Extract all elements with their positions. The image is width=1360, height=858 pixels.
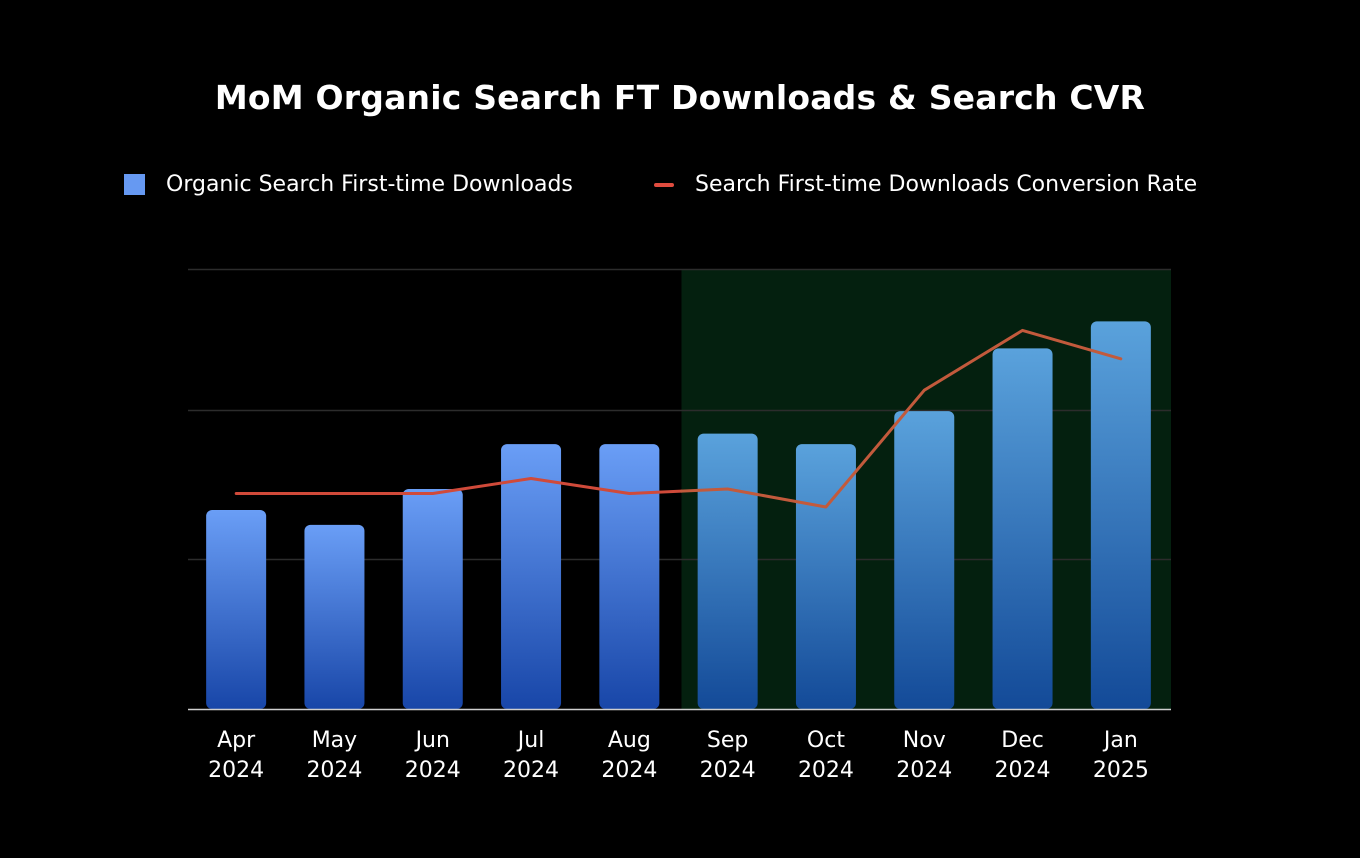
bar-sep-2024 — [697, 433, 758, 709]
bar-jan-2025 — [1090, 321, 1151, 709]
legend-label-downloads: Organic Search First-time Downloads — [166, 172, 573, 197]
x-tick-year-5: 2024 — [700, 758, 756, 783]
chart-title: MoM Organic Search FT Downloads & Search… — [214, 78, 1146, 117]
x-tick-month-1: May — [312, 728, 357, 753]
bar-dec-2024 — [992, 348, 1053, 709]
bar-aug-2024 — [599, 444, 660, 709]
legend-swatch-bar-icon — [124, 174, 145, 195]
x-tick-month-6: Oct — [807, 728, 845, 753]
x-tick-month-2: Jun — [414, 728, 450, 753]
x-tick-year-6: 2024 — [798, 758, 854, 783]
x-tick-month-9: Jan — [1102, 728, 1138, 753]
bar-nov-2024 — [894, 411, 955, 709]
x-tick-year-1: 2024 — [306, 758, 362, 783]
bar-jun-2024 — [402, 489, 463, 709]
bar-may-2024 — [304, 524, 365, 709]
x-tick-month-7: Nov — [903, 728, 946, 753]
bar-jul-2024 — [501, 444, 562, 709]
x-tick-year-9: 2025 — [1093, 758, 1149, 783]
x-tick-month-0: Apr — [217, 728, 256, 753]
cvr-line-segment-default — [234, 477, 683, 495]
legend-swatch-line-icon — [654, 182, 674, 187]
x-tick-year-7: 2024 — [896, 758, 952, 783]
bar-oct-2024 — [795, 444, 856, 709]
cvr-line-segment-highlight — [680, 328, 1123, 509]
bar-apr-2024 — [206, 509, 267, 709]
x-tick-month-8: Dec — [1001, 728, 1044, 753]
legend-item-downloads: Organic Search First-time Downloads — [124, 172, 573, 197]
x-tick-month-4: Aug — [608, 728, 651, 753]
x-tick-month-3: Jul — [516, 728, 545, 753]
x-tick-year-2: 2024 — [405, 758, 461, 783]
legend-label-cvr: Search First-time Downloads Conversion R… — [695, 172, 1198, 197]
x-tick-year-0: 2024 — [208, 758, 264, 783]
legend-item-cvr: Search First-time Downloads Conversion R… — [654, 172, 1197, 197]
x-tick-year-3: 2024 — [503, 758, 559, 783]
chart-legend: Organic Search First-time Downloads Sear… — [0, 172, 1360, 204]
x-tick-year-4: 2024 — [601, 758, 657, 783]
x-tick-year-8: 2024 — [995, 758, 1051, 783]
x-tick-month-5: Sep — [707, 728, 748, 753]
